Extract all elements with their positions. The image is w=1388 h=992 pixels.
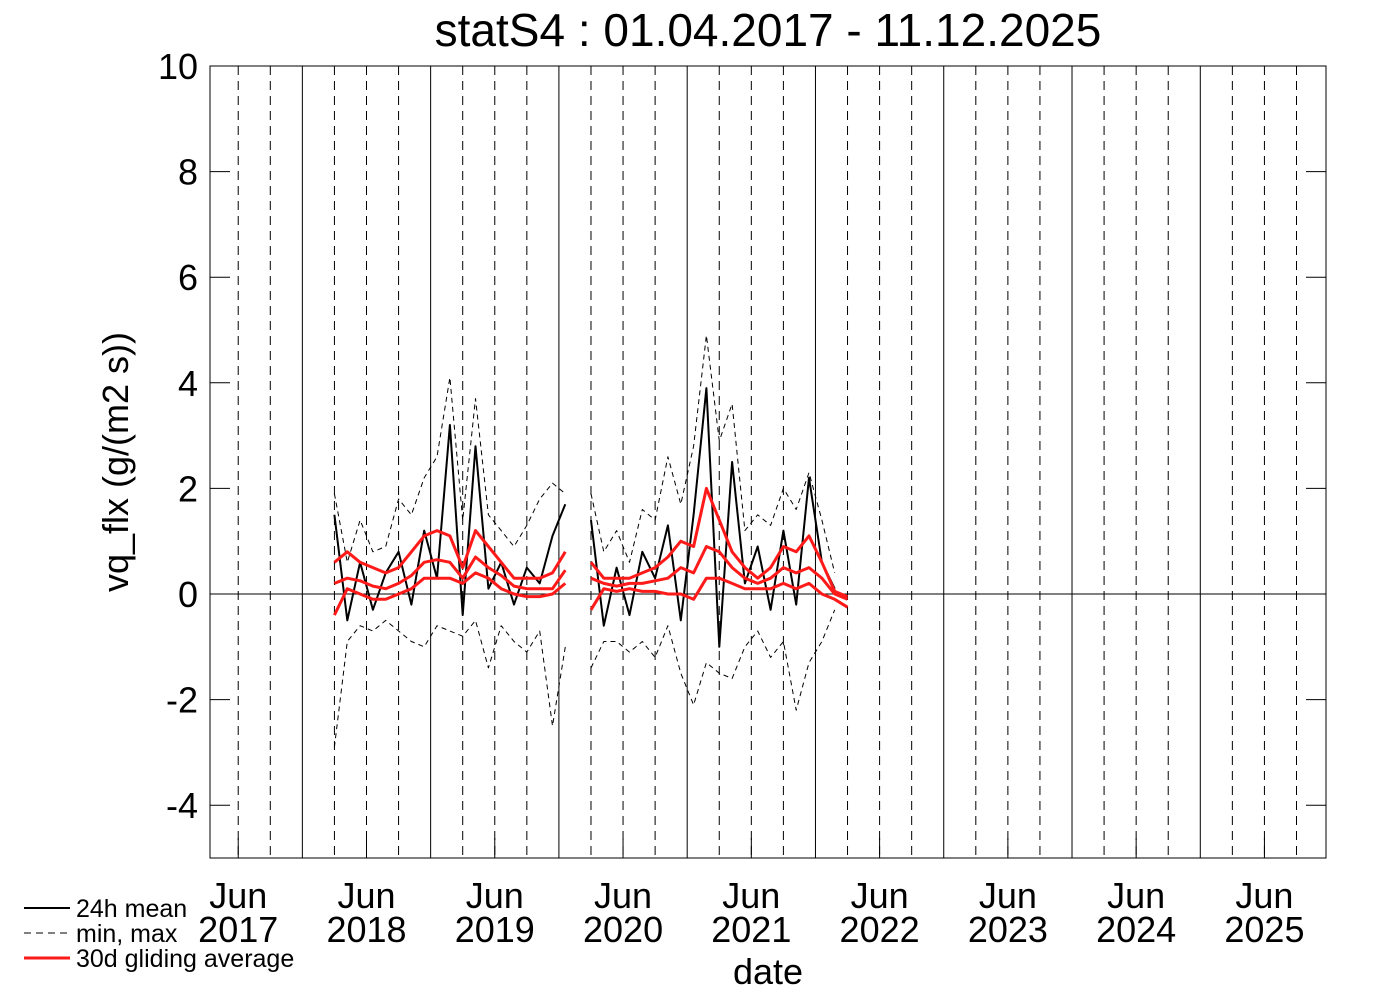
- x-tick-label: Jun 2018: [326, 875, 407, 950]
- y-tick-label: 6: [178, 257, 198, 298]
- y-tick-label: 4: [178, 363, 198, 404]
- legend-label: 24h mean: [76, 895, 187, 923]
- series-line: [333, 334, 836, 574]
- x-tick-label: Jun 2025: [1224, 875, 1305, 950]
- legend-label: min, max: [76, 920, 178, 948]
- y-tick-label: 0: [178, 574, 198, 615]
- x-axis-label: date: [733, 951, 803, 992]
- x-tick-label: Jun 2017: [198, 875, 279, 950]
- y-tick-label: 8: [178, 152, 198, 193]
- series-line: [333, 545, 849, 601]
- y-axis-label: vq_flx (g/(m2 s)): [95, 332, 136, 592]
- y-tick-label: 10: [158, 46, 198, 87]
- x-tick-label: Jun 2020: [583, 875, 664, 950]
- series-line: [333, 387, 836, 648]
- chart-title: statS4 : 01.04.2017 - 11.12.2025: [435, 4, 1102, 56]
- x-tick-label: Jun 2019: [454, 875, 535, 950]
- x-tick-label: Jun 2021: [711, 875, 792, 950]
- x-tick-label: Jun 2023: [967, 875, 1048, 950]
- series-line: [333, 571, 849, 616]
- x-tick-label: Jun 2024: [1096, 875, 1177, 950]
- series-line: [333, 486, 849, 598]
- legend-label: 30d gliding average: [76, 945, 294, 973]
- y-tick-label: -2: [166, 680, 198, 721]
- x-tick-label: Jun 2022: [839, 875, 920, 950]
- y-tick-label: 2: [178, 468, 198, 509]
- series-line: [333, 609, 836, 748]
- y-tick-label: -4: [166, 785, 198, 826]
- plot-frame: [209, 65, 1327, 859]
